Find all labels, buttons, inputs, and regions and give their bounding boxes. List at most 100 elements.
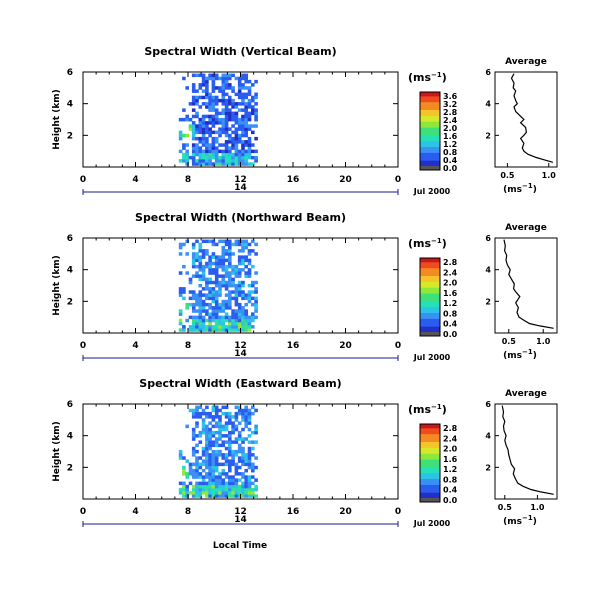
heatmap-cell [218,462,222,467]
heatmap-cell [191,430,196,435]
heatmap-cell [208,306,212,310]
heatmap-cell [201,140,206,144]
heatmap-cell [178,117,183,122]
heatmap-cell [182,143,186,147]
avg-x-tick-label: 1.0 [542,171,557,180]
heatmap-cell [211,140,216,144]
colorbar-segment [420,152,440,155]
heatmap-cell [182,487,186,492]
colorbar-segment [420,97,440,101]
heatmap-cell [211,408,216,413]
heatmap-cell [178,290,183,294]
colorbar-missing [420,498,440,502]
heatmap-cell [234,424,239,429]
heatmap-cell [247,411,252,416]
heatmap-cell [247,124,252,128]
heatmap-cell [241,155,245,160]
heatmap-cell [224,86,229,90]
heatmap-cell [221,456,226,460]
heatmap-cell [254,456,258,460]
avg-unit-label: (ms−1) [503,182,537,195]
heatmap-cell [244,117,248,122]
heatmap-cell [208,287,212,291]
heatmap-cell [211,261,216,266]
heatmap-cell [201,83,206,87]
colorbar-segment [420,314,440,317]
heatmap-cell [221,252,226,256]
heatmap-cell [198,325,203,329]
heatmap-cell [211,76,216,81]
heatmap-cell [244,239,248,244]
heatmap-cell [237,255,242,259]
colorbar-segment [420,453,440,456]
heatmap-cell [221,274,226,278]
heatmap-cell [241,293,245,297]
heatmap-cell [231,318,235,323]
heatmap-cell [208,102,212,106]
heatmap-cell [195,152,199,157]
heatmap-cell [201,462,206,467]
heatmap-cell [228,306,232,310]
colorbar-segment [420,291,440,294]
heatmap-cell [211,328,216,332]
heatmap-cell [201,487,206,492]
heatmap-cell [237,325,242,329]
avg-profile-line [510,73,554,163]
heatmap-cell [211,312,216,316]
colorbar-segment [420,433,440,437]
colorbar-tick-label: 2.8 [443,424,458,433]
heatmap-cell [178,159,183,163]
avg-unit-label: (ms−1) [503,514,537,527]
heatmap-cell [251,264,255,269]
heatmap-cell [254,271,258,275]
heatmap-cell [205,95,209,100]
heatmap-cell [201,449,206,454]
colorbar-segment [420,298,440,302]
heatmap-cell [218,424,222,429]
heatmap-cell [205,487,209,492]
heatmap-cell [244,271,248,275]
heatmap-cell [214,411,219,416]
heatmap-cell [254,427,258,432]
heatmap-cell [228,127,232,131]
heatmap-cell [247,487,252,492]
heatmap-cell [195,252,199,256]
heatmap-cell [251,108,255,112]
heatmap-cell [254,487,258,492]
heatmap-cell [191,261,196,266]
heatmap-cell [241,102,245,106]
heatmap-cell [237,478,242,482]
heatmap-cell [254,465,258,470]
y-axis: 642 [67,68,398,141]
heatmap-cell [178,491,183,495]
heatmap-cell [214,494,219,498]
heatmap-cell [211,242,216,247]
heatmap-cell [182,108,186,112]
heatmap-cell [231,98,235,103]
heatmap-cell [201,264,206,269]
heatmap-cell [237,437,242,441]
heatmap-cell [254,114,258,119]
heatmap-cell [195,149,199,154]
heatmap-cell [205,92,209,97]
heatmap-cell [198,255,203,259]
heatmap-cell [251,446,255,451]
heatmap-cell [191,296,196,301]
heatmap-cell [228,449,232,454]
heatmap-cell [241,315,245,320]
heatmap-cell [247,408,252,413]
heatmap-cell [237,121,242,125]
heatmap-cell [224,415,229,419]
heatmap-cell [224,328,229,332]
heatmap-cell [214,468,219,473]
heatmap-cell [195,98,199,103]
heatmap-cell [244,108,248,112]
heatmap-cell [214,162,219,166]
heatmap-cell [208,152,212,157]
heatmap-cell [214,159,219,163]
colorbar-segment [420,258,440,261]
heatmap-cell [241,242,245,247]
heatmap-cell [241,296,245,301]
heatmap-cell [208,121,212,125]
heatmap-cell [231,328,235,332]
